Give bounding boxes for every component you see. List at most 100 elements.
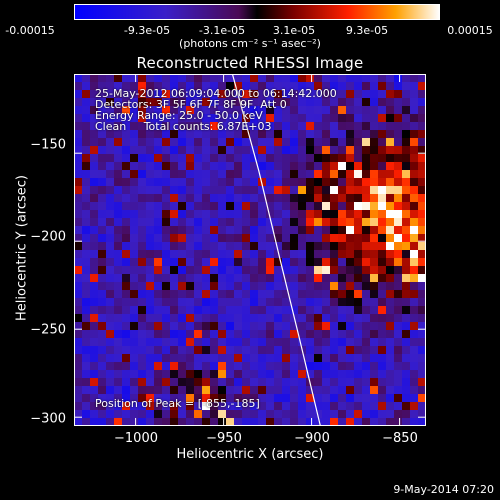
heatmap-cell: [106, 178, 115, 187]
heatmap-cell: [242, 306, 251, 315]
heatmap-cell: [202, 226, 211, 235]
colorbar-units: (photons cm⁻² s⁻¹ asec⁻²): [179, 37, 321, 50]
heatmap-cell: [330, 234, 339, 243]
heatmap-cell: [82, 362, 91, 371]
heatmap-cell: [410, 306, 419, 315]
heatmap-cell: [242, 74, 251, 83]
heatmap-cell: [242, 242, 251, 251]
heatmap-cell: [90, 186, 99, 195]
heatmap-cell: [98, 290, 107, 299]
heatmap-cell: [114, 314, 123, 323]
heatmap-cell: [210, 114, 219, 123]
heatmap-cell: [394, 122, 403, 131]
heatmap-cell: [250, 210, 259, 219]
heatmap-cell: [194, 226, 203, 235]
heatmap-cell: [98, 226, 107, 235]
heatmap-cell: [138, 74, 147, 83]
heatmap-cell: [170, 242, 179, 251]
heatmap-cell: [226, 146, 235, 155]
heatmap-cell: [234, 290, 243, 299]
heatmap-cell: [394, 290, 403, 299]
heatmap-cell: [250, 122, 259, 131]
heatmap-cell: [218, 154, 227, 163]
heatmap-cell: [314, 74, 323, 83]
heatmap-cell: [178, 114, 187, 123]
heatmap-cell: [106, 370, 115, 379]
heatmap-cell: [210, 274, 219, 283]
heatmap-cell: [90, 242, 99, 251]
heatmap-cell: [410, 194, 419, 203]
heatmap-cell: [82, 306, 91, 315]
heatmap-cell: [186, 226, 195, 235]
heatmap-cell: [290, 226, 299, 235]
heatmap-cell: [274, 354, 283, 363]
heatmap-cell: [378, 266, 387, 275]
heatmap-cell: [266, 410, 275, 419]
heatmap-cell: [370, 306, 379, 315]
heatmap-cell: [298, 138, 307, 147]
heatmap-cell: [90, 106, 99, 115]
heatmap-cell: [194, 122, 203, 131]
heatmap-cell: [234, 402, 243, 411]
heatmap-cell: [162, 298, 171, 307]
heatmap-cell: [250, 418, 259, 426]
heatmap-cell: [298, 170, 307, 179]
heatmap-cell: [130, 274, 139, 283]
heatmap-cell: [178, 354, 187, 363]
heatmap-cell: [234, 154, 243, 163]
heatmap-cell: [234, 314, 243, 323]
heatmap-cell: [234, 250, 243, 259]
heatmap-cell: [186, 282, 195, 291]
heatmap-cell: [74, 202, 83, 211]
heatmap-cell: [306, 138, 315, 147]
heatmap-cell: [378, 98, 387, 107]
heatmap-cell: [146, 354, 155, 363]
heatmap-cell: [410, 258, 419, 267]
heatmap-cell: [82, 162, 91, 171]
heatmap-cell: [402, 242, 411, 251]
heatmap-cell: [370, 162, 379, 171]
heatmap-cell: [386, 242, 395, 251]
heatmap-cell: [218, 282, 227, 291]
heatmap-cell: [410, 106, 419, 115]
heatmap-cell: [186, 386, 195, 395]
heatmap-cell: [226, 218, 235, 227]
heatmap-cell: [346, 282, 355, 291]
heatmap-cell: [106, 290, 115, 299]
heatmap-cell: [394, 306, 403, 315]
heatmap-cell: [114, 298, 123, 307]
heatmap-cell: [370, 386, 379, 395]
heatmap-cell: [274, 210, 283, 219]
heatmap-cell: [410, 266, 419, 275]
heatmap-cell: [258, 394, 267, 403]
heatmap-cell: [322, 138, 331, 147]
heatmap-cell: [330, 410, 339, 419]
heatmap-cell: [202, 266, 211, 275]
heatmap-cell: [202, 282, 211, 291]
heatmap-cell: [378, 418, 387, 426]
heatmap-cell: [322, 170, 331, 179]
heatmap-cell: [146, 98, 155, 107]
heatmap-cell: [402, 106, 411, 115]
heatmap-cell: [266, 138, 275, 147]
heatmap-cell: [146, 402, 155, 411]
heatmap-cell: [218, 162, 227, 171]
heatmap-cell: [362, 314, 371, 323]
heatmap-cell: [106, 74, 115, 83]
heatmap-cell: [250, 106, 259, 115]
heatmap-cell: [370, 418, 379, 426]
heatmap-cell: [258, 154, 267, 163]
heatmap-cell: [274, 370, 283, 379]
heatmap-cell: [370, 82, 379, 91]
heatmap-cell: [202, 122, 211, 131]
heatmap-cell: [170, 370, 179, 379]
heatmap-cell: [306, 274, 315, 283]
heatmap-cell: [330, 82, 339, 91]
heatmap-cell: [226, 410, 235, 419]
heatmap-cell: [298, 202, 307, 211]
heatmap-cell: [98, 378, 107, 387]
heatmap-cell: [386, 106, 395, 115]
heatmap-cell: [274, 178, 283, 187]
heatmap-cell: [250, 82, 259, 91]
heatmap-cell: [98, 346, 107, 355]
